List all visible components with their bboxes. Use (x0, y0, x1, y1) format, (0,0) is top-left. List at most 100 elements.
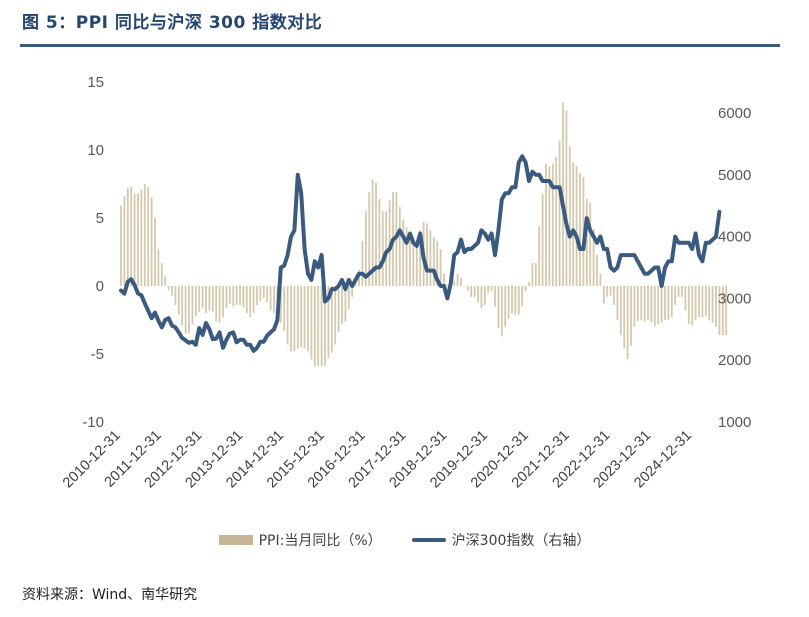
title-divider (20, 44, 780, 47)
ppi-bar (426, 223, 428, 286)
ppi-bar (477, 286, 479, 303)
ppi-bar (647, 286, 649, 320)
ppi-bar (670, 286, 673, 318)
ppi-bar (239, 286, 241, 305)
ppi-bar (633, 286, 636, 327)
left-axis-tick-label: 5 (96, 210, 104, 227)
right-axis-tick-label: 6000 (718, 105, 751, 122)
left-axis-tick-label: 0 (96, 278, 104, 295)
ppi-bar (551, 163, 554, 286)
ppi-bar (307, 286, 309, 352)
ppi-bar (674, 286, 677, 305)
ppi-bar (463, 286, 466, 287)
ppi-bar (120, 205, 122, 286)
ppi-bar (568, 145, 571, 286)
right-axis-ticks: 6000 5000 4000 3000 2000 1000 (718, 105, 751, 431)
ppi-bar (521, 286, 524, 307)
ppi-bar (677, 286, 680, 297)
left-axis-ticks: 15 10 5 0 -5 -10 (82, 74, 104, 431)
ppi-bar (174, 286, 177, 305)
ppi-bar (715, 286, 717, 327)
right-axis-tick-label: 5000 (718, 167, 751, 184)
ppi-bar (296, 286, 299, 349)
ppi-bar (619, 286, 622, 335)
ppi-bar (626, 286, 629, 360)
csi300-line (119, 154, 722, 353)
ppi-bar (562, 102, 564, 287)
ppi-bar (650, 286, 653, 323)
ppi-bar (701, 286, 704, 318)
ppi-bar (432, 237, 435, 286)
ppi-bar (279, 286, 282, 323)
legend: PPI:当月同比（%） 沪深300指数（右轴） (0, 530, 809, 550)
ppi-bar (242, 286, 245, 308)
ppi-bar (344, 286, 347, 322)
ppi-bar (249, 286, 252, 318)
ppi-bar (412, 243, 415, 286)
ppi-bar (660, 286, 663, 323)
ppi-bar (347, 286, 350, 310)
legend-swatch-line (411, 538, 446, 542)
ppi-bar (504, 286, 507, 327)
ppi-bar (409, 235, 411, 286)
ppi-bar (266, 286, 269, 303)
ppi-bar (167, 286, 170, 291)
ppi-bar (657, 286, 660, 325)
ppi-bar (429, 230, 432, 286)
ppi-bar (436, 241, 439, 286)
ppi-bar (460, 277, 462, 286)
ppi-bar (181, 286, 184, 326)
ppi-bar (313, 286, 316, 367)
ppi-bar (286, 286, 289, 345)
x-axis-date-labels: 2010-12-312011-12-312012-12-312013-12-31… (60, 428, 695, 492)
ppi-bar (334, 286, 337, 345)
ppi-bar (708, 286, 711, 320)
ppi-bar (310, 286, 313, 360)
ppi-bar (317, 286, 320, 367)
ppi-bar (222, 286, 224, 318)
ppi-bar (725, 286, 728, 335)
ppi-bar (572, 162, 575, 286)
ppi-bar (514, 286, 517, 315)
ppi-bar (164, 276, 167, 286)
ppi-bar (150, 197, 153, 286)
ppi-bar (446, 284, 449, 286)
ppi-bar (558, 140, 561, 286)
ppi-bar (507, 286, 510, 319)
ppi-bar (694, 286, 697, 320)
ppi-bar (194, 286, 197, 316)
ppi-bar (524, 286, 527, 292)
left-axis-tick-label: -5 (91, 346, 104, 363)
ppi-bar (235, 286, 238, 305)
ppi-bar (497, 286, 500, 329)
ppi-bar (184, 286, 187, 334)
left-axis-tick-label: 15 (87, 74, 104, 91)
legend-swatch-bar (218, 535, 253, 545)
ppi-bar (211, 286, 214, 312)
ppi-bar (269, 286, 272, 311)
ppi-bar (565, 110, 568, 286)
ppi-bar (290, 286, 292, 352)
ppi-bar (259, 286, 262, 301)
ppi-bar (327, 286, 330, 359)
ppi-bar (188, 286, 190, 334)
ppi-bar (439, 249, 442, 286)
ppi-bar (205, 286, 207, 314)
ppi-bar (470, 286, 473, 297)
ppi-bar (473, 286, 476, 297)
ppi-bar (684, 286, 687, 311)
ppi-bar (466, 286, 469, 291)
ppi-bar (528, 281, 530, 286)
right-axis-tick-label: 4000 (718, 229, 751, 246)
left-axis-tick-label: 10 (87, 142, 104, 159)
ppi-bar (364, 211, 367, 286)
ppi-bar (443, 273, 445, 286)
ppi-bar (337, 286, 340, 333)
ppi-bar (330, 286, 333, 353)
ppi-bar (613, 286, 615, 305)
ppi-bar (721, 286, 724, 335)
ppi-bar (483, 286, 486, 305)
ppi-bar (623, 286, 626, 349)
ppi-bar (419, 230, 422, 286)
